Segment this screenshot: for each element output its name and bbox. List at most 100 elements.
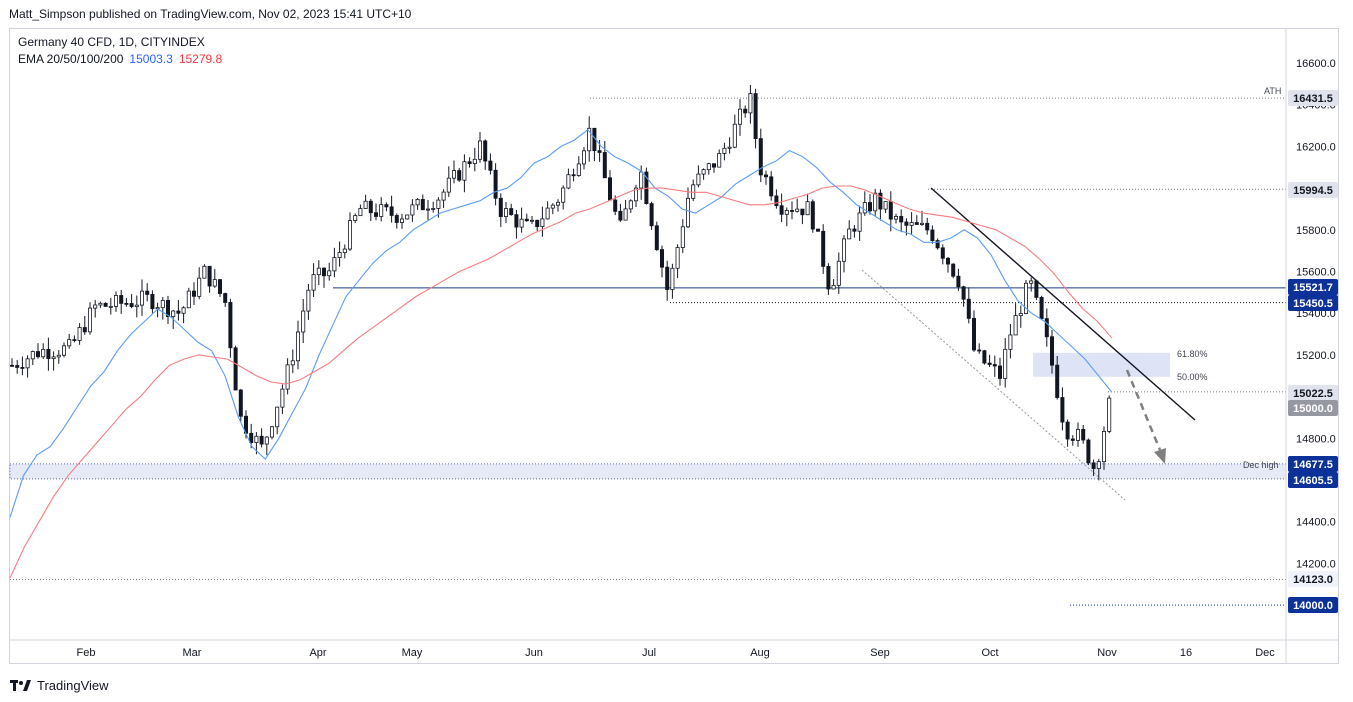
candle-body	[332, 257, 337, 272]
candle-body	[15, 365, 20, 368]
candle-body	[62, 345, 67, 356]
publisher-header: Matt_Simpson published on TradingView.co…	[9, 7, 412, 21]
ema-legend[interactable]: EMA 20/50/100/200 15003.3 15279.8	[18, 52, 222, 66]
symbol-legend[interactable]: Germany 40 CFD, 1D, CITYINDEX	[18, 35, 205, 49]
candle-body	[327, 270, 332, 277]
candle-body	[41, 348, 46, 358]
candle-body	[727, 146, 732, 149]
candle-body	[431, 208, 436, 210]
price-tag-label: 15022.5	[1293, 388, 1333, 400]
candle-body	[275, 406, 280, 428]
candle-body	[1008, 334, 1013, 350]
candle-body	[925, 222, 930, 231]
candle-body	[477, 140, 482, 160]
candle-body	[696, 173, 701, 186]
candle-body	[956, 275, 961, 288]
candle-body	[264, 436, 269, 445]
x-tick-label: Sep	[870, 647, 890, 659]
candle-body	[493, 169, 498, 199]
candle-body	[108, 305, 113, 308]
candle-body	[342, 248, 347, 253]
candle-body	[36, 351, 41, 358]
candle-body	[1086, 439, 1091, 464]
candle-body	[1060, 397, 1065, 423]
candle-body	[1055, 364, 1060, 398]
candle-body	[1044, 318, 1049, 338]
candle-body	[457, 170, 462, 181]
candle-body	[691, 184, 696, 199]
x-tick-label: Oct	[981, 647, 998, 659]
candle-body	[639, 171, 644, 189]
price-tag-label: 15450.5	[1293, 298, 1333, 310]
tradingview-brand[interactable]: TradingView	[10, 678, 109, 693]
downtrend-line	[930, 187, 1196, 421]
candle-body	[654, 225, 659, 250]
candle-body	[165, 299, 170, 318]
candle-body	[935, 240, 940, 249]
candle-body	[613, 199, 618, 212]
price-tags-layer: 16431.5 15994.5 15521.7 15450.5 15022.5 15000…	[1288, 90, 1338, 613]
ema-label: EMA 20/50/100/200	[18, 52, 124, 66]
x-tick-label: Jun	[525, 647, 543, 659]
candle-body	[686, 197, 691, 228]
zones-layer	[9, 352, 1287, 480]
candle-body	[540, 218, 545, 228]
candle-body	[88, 307, 93, 333]
y-tick-label: 14400.0	[1296, 517, 1336, 529]
price-tag	[1288, 90, 1338, 106]
candle-body	[1076, 428, 1081, 441]
candle-body	[46, 348, 51, 359]
candle-body	[894, 216, 899, 220]
candle-body	[873, 192, 878, 212]
candle-body	[805, 201, 810, 216]
candle-body	[301, 310, 306, 333]
candle-body	[124, 302, 129, 305]
candle-body	[930, 229, 935, 241]
price-tag-label: 15994.5	[1293, 185, 1333, 197]
candle-body	[1102, 431, 1107, 463]
candle-body	[488, 160, 493, 171]
candle-body	[888, 201, 893, 220]
candle-body	[524, 218, 529, 222]
y-tick-label: 15400.0	[1296, 308, 1336, 320]
candle-body	[847, 228, 852, 240]
candle-body	[576, 163, 581, 176]
candle-body	[530, 219, 535, 222]
candle-body	[410, 204, 415, 216]
candle-body	[290, 360, 295, 366]
candle-body	[420, 199, 425, 211]
x-tick-label: Jul	[642, 647, 656, 659]
candle-body	[597, 150, 602, 153]
candle-body	[217, 279, 222, 294]
candle-body	[269, 426, 274, 438]
candle-body	[384, 204, 389, 208]
candle-body	[909, 222, 914, 226]
x-tick-label: Dec	[1255, 647, 1275, 659]
candle-body	[191, 290, 196, 297]
candle-body	[831, 284, 836, 290]
candle-body	[561, 187, 566, 203]
y-tick-label: 15200.0	[1296, 350, 1336, 362]
candle-body	[483, 140, 488, 162]
x-tick-label: Feb	[77, 647, 96, 659]
price-tag	[1288, 472, 1338, 488]
candle-body	[748, 93, 753, 114]
candle-body	[972, 317, 977, 351]
candle-body	[998, 365, 1003, 379]
candle-body	[623, 208, 628, 221]
levels-layer	[10, 97, 1286, 606]
ema-20-line	[9, 128, 1113, 518]
price-tag-label: 14677.5	[1293, 459, 1333, 471]
fib-618-label: 61.80%	[1177, 349, 1208, 359]
candle-body	[743, 108, 748, 114]
candle-body	[145, 290, 150, 295]
candle-body	[769, 176, 774, 197]
candle-body	[311, 274, 316, 291]
candle-body	[139, 290, 144, 306]
candle-body	[436, 199, 441, 209]
candle-body	[202, 265, 207, 279]
price-tag	[1288, 456, 1338, 472]
candle-body	[821, 230, 826, 267]
candle-body	[946, 257, 951, 265]
